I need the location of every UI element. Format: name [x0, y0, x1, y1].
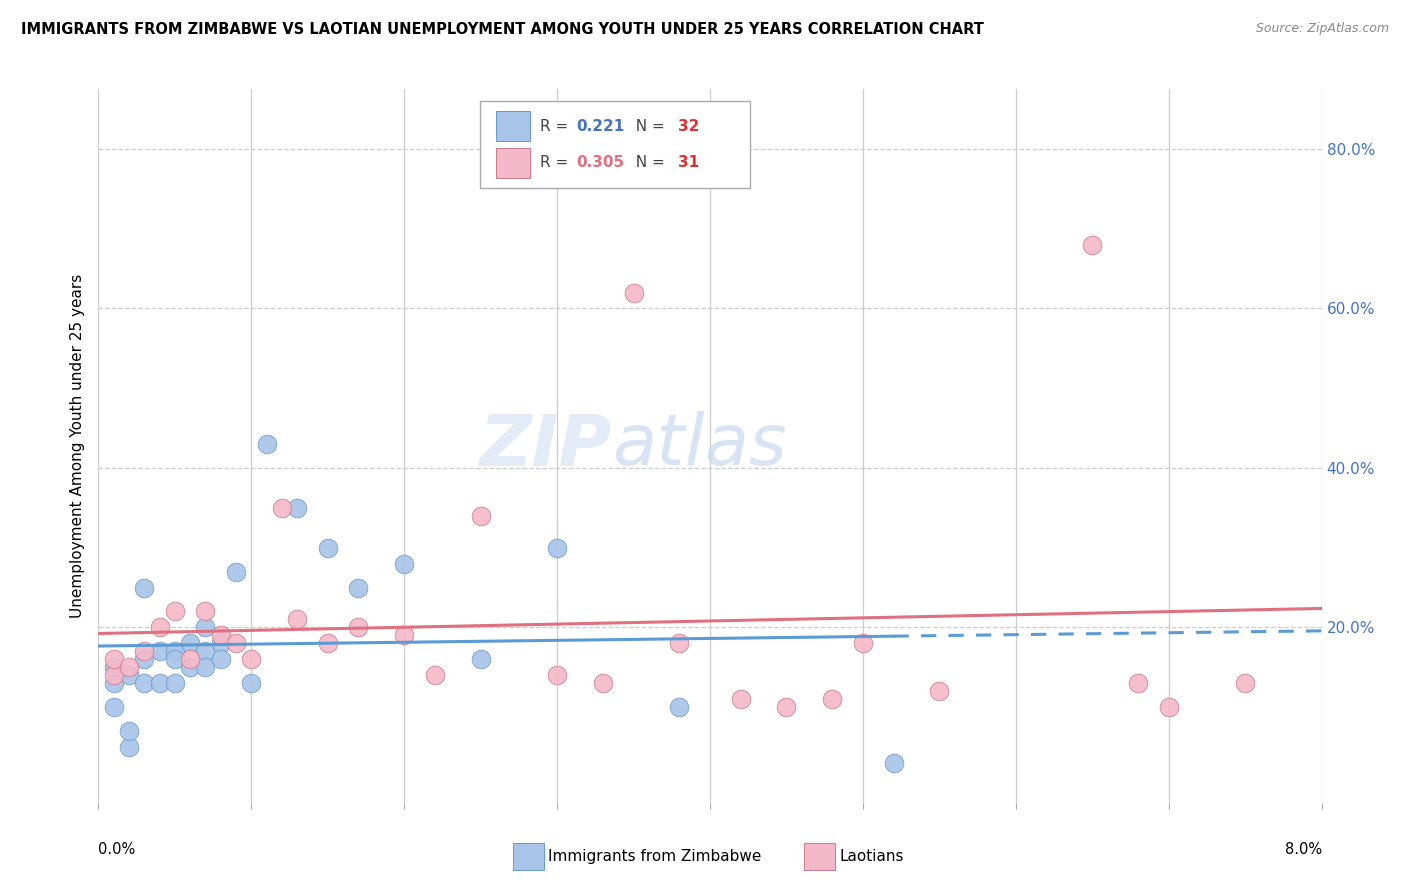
Point [149, 620, 172, 634]
Point [1157, 700, 1180, 714]
Point [179, 660, 201, 674]
Text: IMMIGRANTS FROM ZIMBABWE VS LAOTIAN UNEMPLOYMENT AMONG YOUTH UNDER 25 YEARS CORR: IMMIGRANTS FROM ZIMBABWE VS LAOTIAN UNEM… [21, 22, 984, 37]
Point [134, 644, 156, 658]
Point [103, 652, 125, 666]
Point [623, 285, 645, 300]
Point [423, 668, 446, 682]
Text: Laotians: Laotians [839, 849, 904, 863]
Point [225, 565, 247, 579]
Point [928, 684, 950, 698]
Text: N =: N = [626, 119, 669, 134]
Point [163, 644, 186, 658]
Point [347, 620, 370, 634]
Point [149, 644, 172, 658]
Point [883, 756, 905, 770]
Text: 0.305: 0.305 [576, 155, 624, 170]
Point [118, 668, 141, 682]
Text: Immigrants from Zimbabwe: Immigrants from Zimbabwe [548, 849, 762, 863]
Point [118, 724, 141, 739]
Point [316, 636, 339, 650]
Point [118, 739, 141, 754]
Point [730, 692, 752, 706]
FancyBboxPatch shape [479, 102, 751, 187]
Y-axis label: Unemployment Among Youth under 25 years: Unemployment Among Youth under 25 years [70, 274, 86, 618]
Point [470, 508, 492, 523]
Point [194, 644, 217, 658]
Point [775, 700, 797, 714]
Point [1128, 676, 1150, 690]
Text: 8.0%: 8.0% [1285, 842, 1322, 857]
Point [134, 652, 156, 666]
Text: 0.0%: 0.0% [98, 842, 135, 857]
Point [194, 620, 217, 634]
Point [285, 612, 308, 626]
Point [546, 668, 568, 682]
Point [209, 636, 232, 650]
Text: R =: R = [540, 119, 574, 134]
Point [821, 692, 844, 706]
Point [118, 660, 141, 674]
Point [103, 668, 125, 682]
Point [347, 581, 370, 595]
Text: 32: 32 [678, 119, 700, 134]
Bar [496, 147, 530, 178]
Point [1081, 237, 1104, 252]
Text: N =: N = [626, 155, 669, 170]
Point [240, 652, 263, 666]
Point [392, 557, 416, 571]
Bar [496, 112, 530, 142]
Point [470, 652, 492, 666]
Text: ZIP: ZIP [479, 411, 612, 481]
Point [194, 660, 217, 674]
Point [592, 676, 614, 690]
Point [316, 541, 339, 555]
Point [270, 500, 294, 515]
Text: Source: ZipAtlas.com: Source: ZipAtlas.com [1256, 22, 1389, 36]
Point [163, 652, 186, 666]
Point [852, 636, 875, 650]
Point [668, 636, 690, 650]
Text: R =: R = [540, 155, 574, 170]
Point [163, 676, 186, 690]
Point [179, 636, 201, 650]
Point [194, 604, 217, 618]
Point [209, 652, 232, 666]
Point [285, 500, 308, 515]
Point [179, 652, 201, 666]
Point [240, 676, 263, 690]
Point [149, 676, 172, 690]
Point [546, 541, 568, 555]
Point [225, 636, 247, 650]
Point [103, 660, 125, 674]
Point [103, 700, 125, 714]
Text: atlas: atlas [612, 411, 787, 481]
Point [134, 581, 156, 595]
Point [392, 628, 416, 642]
Point [256, 437, 278, 451]
Text: 0.221: 0.221 [576, 119, 624, 134]
Point [1234, 676, 1257, 690]
Point [163, 604, 186, 618]
Point [209, 628, 232, 642]
Point [103, 676, 125, 690]
Point [134, 676, 156, 690]
Text: 31: 31 [678, 155, 699, 170]
Point [668, 700, 690, 714]
